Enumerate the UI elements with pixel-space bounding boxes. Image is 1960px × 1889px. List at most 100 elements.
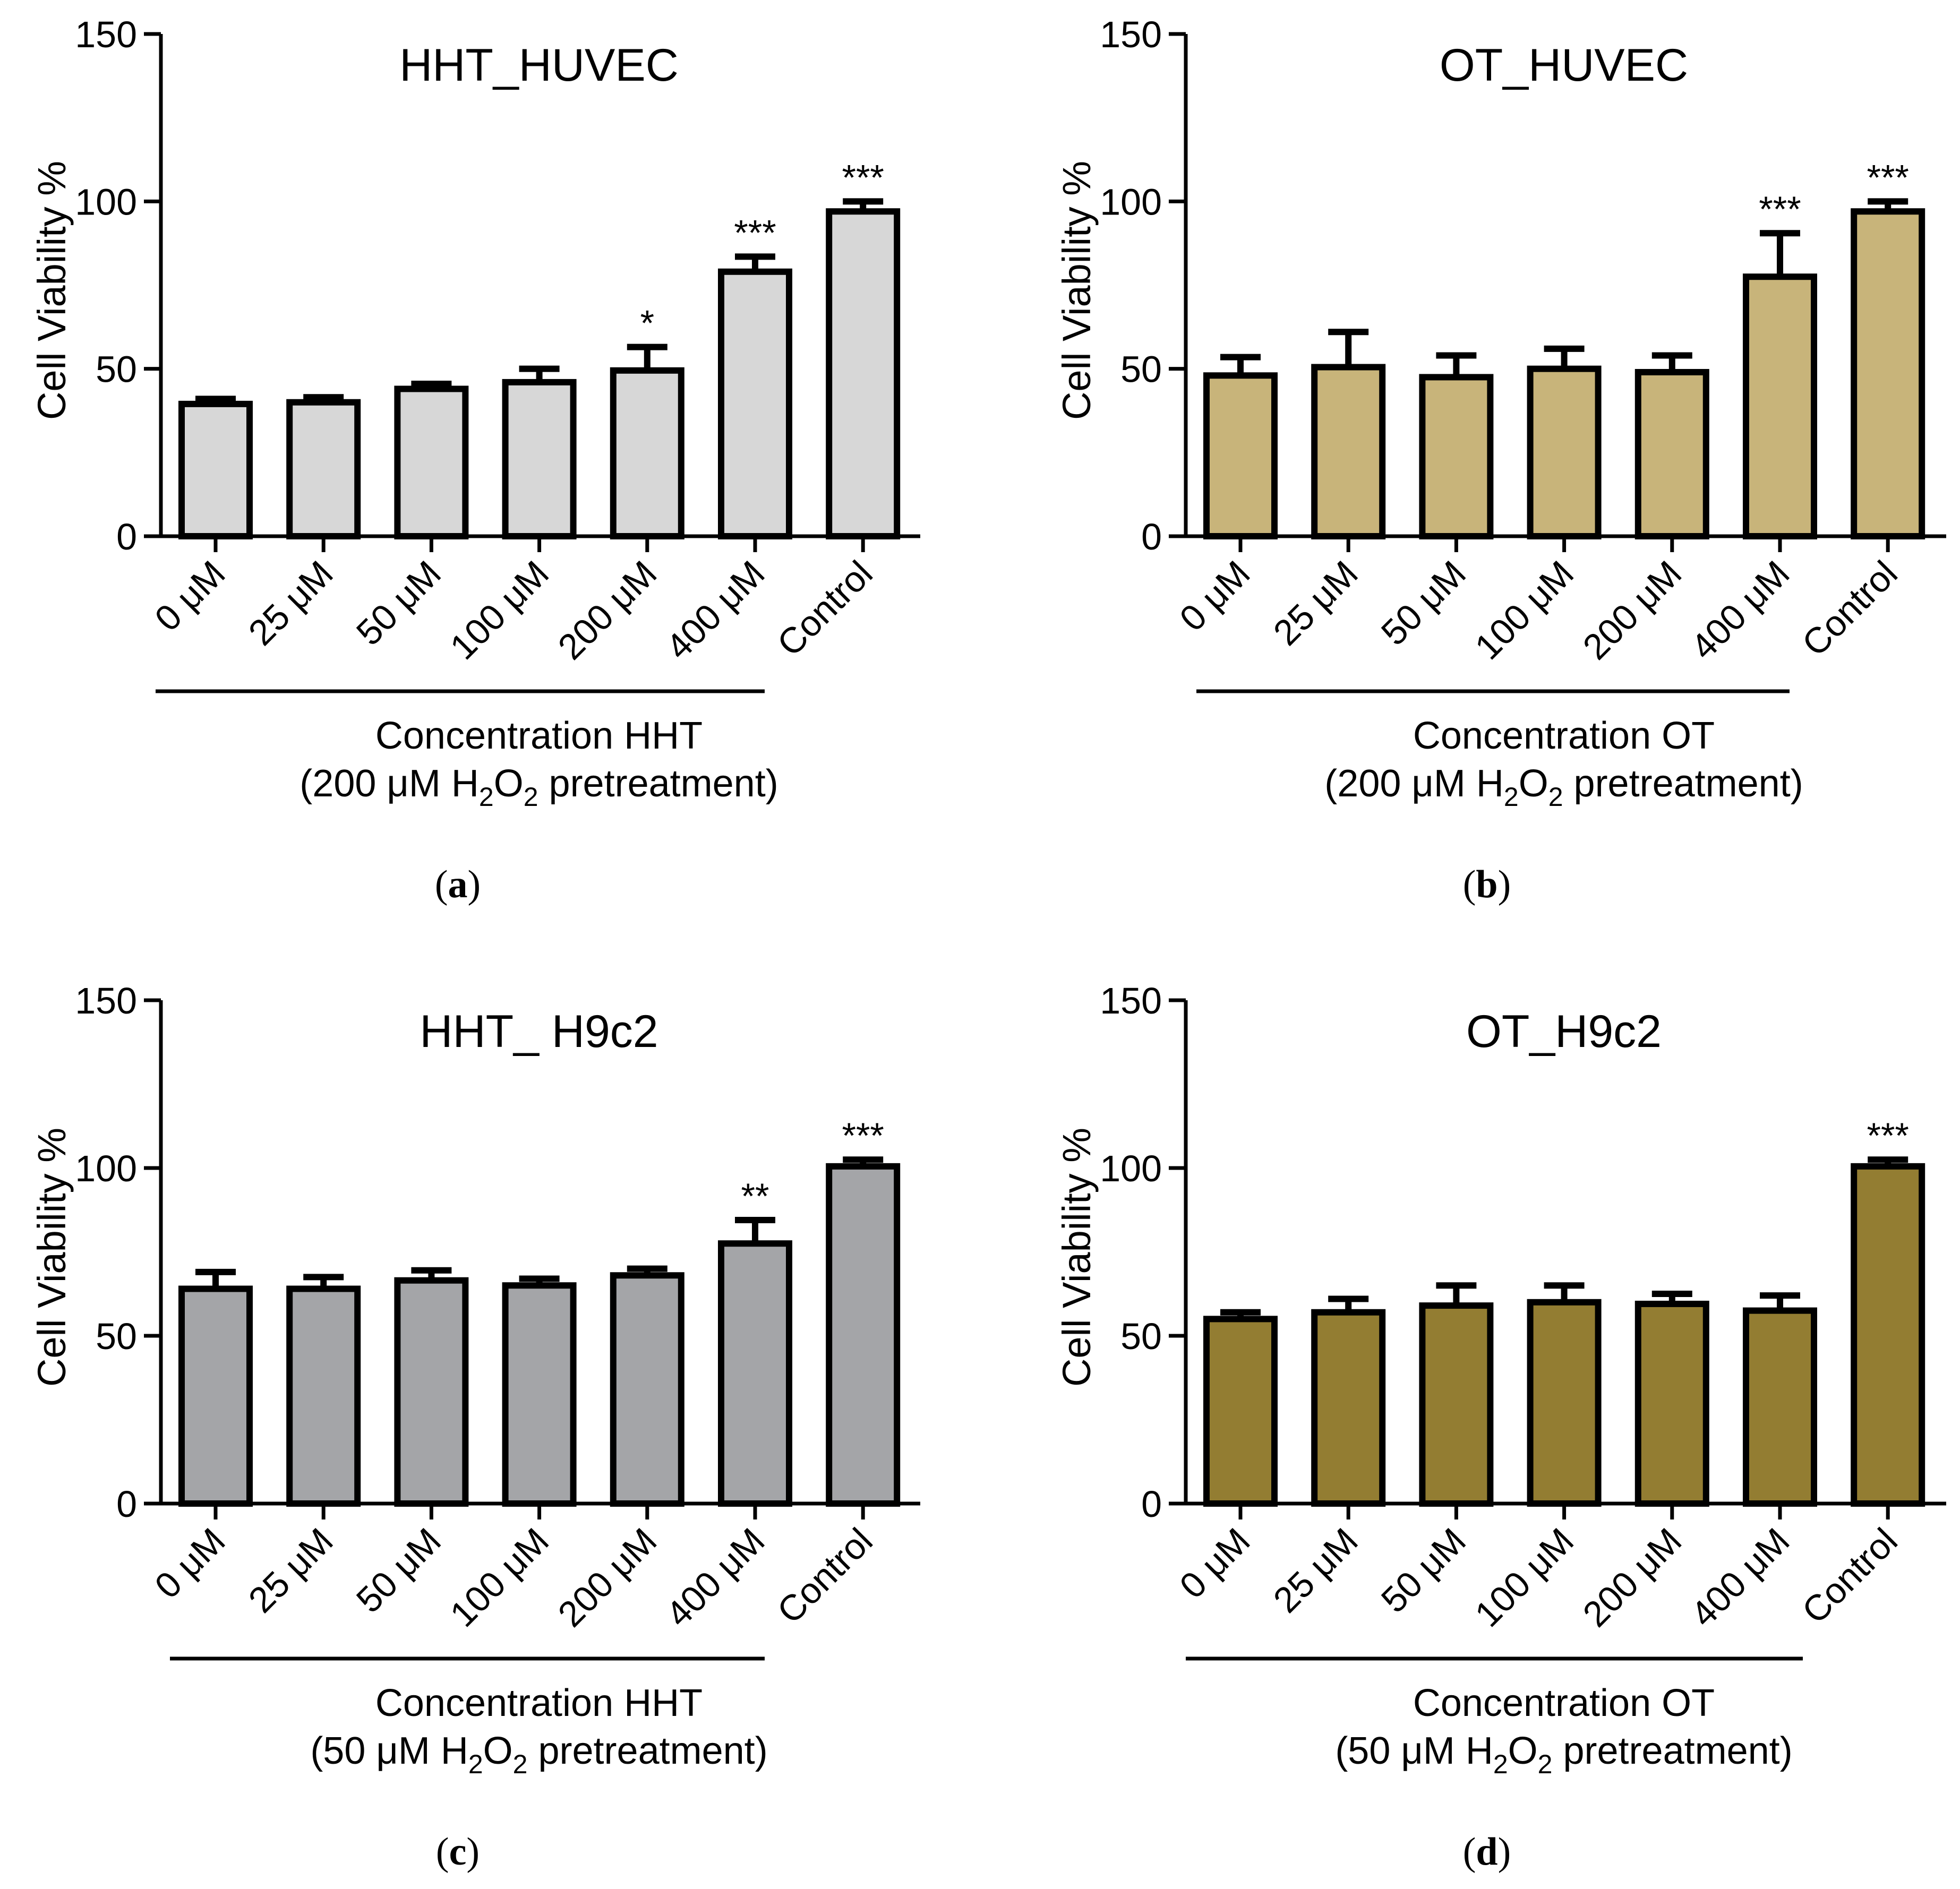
paren: ) (1498, 863, 1511, 906)
paren: ) (1498, 1830, 1511, 1874)
label-text: pretreatment) (1563, 762, 1803, 805)
y-axis-label: Cell Viability % (1055, 1128, 1099, 1387)
category-label: Control (1794, 553, 1905, 664)
x-axis-label: Concentration OT (1413, 715, 1715, 757)
bar (1527, 365, 1602, 540)
panel-label: (b) (1463, 863, 1511, 906)
category-label: 25 μM (1265, 553, 1365, 653)
label-text: O (1519, 762, 1548, 805)
label-text: (200 μM H (299, 762, 479, 805)
y-tick-label: 0 (1141, 1483, 1162, 1525)
significance-label: *** (1867, 157, 1909, 198)
bar (286, 1285, 361, 1507)
bar (502, 379, 577, 539)
bar (1743, 1307, 1817, 1507)
panel-label: (c) (436, 1830, 480, 1874)
y-tick-label: 50 (1120, 349, 1162, 390)
paren: ( (1463, 1830, 1476, 1874)
y-tick-label: 100 (75, 1148, 137, 1189)
subscript: 2 (513, 1749, 528, 1779)
category-label: 50 μM (1374, 1521, 1474, 1620)
subscript: 2 (479, 782, 494, 812)
bar (286, 399, 361, 539)
panel-label: (d) (1463, 1830, 1511, 1874)
category-label: 200 μM (1575, 553, 1689, 667)
bar (1203, 372, 1278, 540)
label-text: O (1508, 1730, 1538, 1772)
significance-label: *** (734, 212, 776, 253)
bar (610, 1272, 684, 1507)
y-tick-label: 50 (96, 1316, 137, 1357)
category-label: 50 μM (349, 1521, 449, 1620)
significance-label: *** (1867, 1115, 1909, 1156)
category-label: Control (1794, 1521, 1905, 1632)
bar (1311, 364, 1386, 539)
y-tick-label: 150 (75, 980, 137, 1021)
y-tick-label: 150 (1100, 980, 1162, 1021)
subscript: 2 (524, 782, 538, 812)
category-label: 50 μM (349, 553, 449, 653)
y-tick-label: 0 (1141, 516, 1162, 557)
y-tick-label: 100 (1100, 1148, 1162, 1189)
bar (1419, 374, 1494, 540)
category-label: 200 μM (550, 1521, 664, 1635)
category-label: 400 μM (658, 553, 773, 667)
bar (718, 1240, 792, 1507)
subscript: 2 (1548, 782, 1563, 812)
subscript: 2 (1538, 1749, 1553, 1779)
bar (178, 400, 253, 539)
category-label: 400 μM (1683, 1521, 1798, 1635)
bar (826, 1163, 901, 1507)
category-label: 200 μM (550, 553, 664, 667)
category-label: 400 μM (1683, 553, 1798, 667)
paren: ) (466, 1830, 480, 1874)
bar (610, 367, 684, 539)
category-label: 25 μM (1265, 1521, 1365, 1620)
label-text: (200 μM H (1324, 762, 1504, 805)
panel-letter: d (1476, 1830, 1497, 1874)
label-text: pretreatment) (538, 762, 778, 805)
category-label: 0 μM (147, 1521, 233, 1607)
y-tick-label: 50 (96, 349, 137, 390)
label-text: (50 μM H (1335, 1730, 1493, 1772)
category-label: 0 μM (147, 553, 233, 639)
x-axis-label: Concentration OT (1413, 1682, 1715, 1724)
bar (1311, 1309, 1386, 1507)
bar (718, 268, 792, 539)
category-label: Control (769, 553, 880, 664)
bar (394, 385, 469, 539)
category-label: 100 μM (1467, 1521, 1581, 1635)
y-axis-label: Cell Viability % (30, 1128, 74, 1387)
bar (1851, 208, 1925, 539)
bar (826, 208, 901, 539)
bar (502, 1282, 577, 1507)
x-axis-sublabel: (200 μM H2O2 pretreatment) (299, 762, 778, 812)
x-axis-label: Concentration HHT (375, 715, 703, 757)
bar (1419, 1302, 1494, 1507)
y-axis-label: Cell Viability % (1055, 161, 1099, 420)
significance-label: ** (741, 1176, 769, 1216)
x-axis-sublabel: (50 μM H2O2 pretreatment) (310, 1730, 767, 1779)
paren: ( (1463, 863, 1476, 906)
panel-letter: c (449, 1830, 467, 1874)
subscript: 2 (468, 1749, 483, 1779)
paren: ( (435, 863, 448, 906)
category-label: 100 μM (1467, 553, 1581, 667)
bar (178, 1285, 253, 1507)
panel-label: (a) (435, 863, 481, 906)
category-label: 0 μM (1172, 553, 1258, 639)
bar (1743, 273, 1817, 539)
subscript: 2 (1504, 782, 1519, 812)
panel-letter: b (1476, 863, 1497, 906)
y-tick-label: 50 (1120, 1316, 1162, 1357)
category-label: Control (769, 1521, 880, 1632)
category-label: 0 μM (1172, 1521, 1258, 1607)
chart-panel-b: OT_HUVEC Cell Viability % 0 50 100 150 0 μM 25 … (1055, 14, 1946, 906)
bar (1527, 1299, 1602, 1507)
bar (1634, 1300, 1709, 1507)
y-tick-label: 0 (116, 516, 137, 557)
label-text: pretreatment) (1552, 1730, 1792, 1772)
